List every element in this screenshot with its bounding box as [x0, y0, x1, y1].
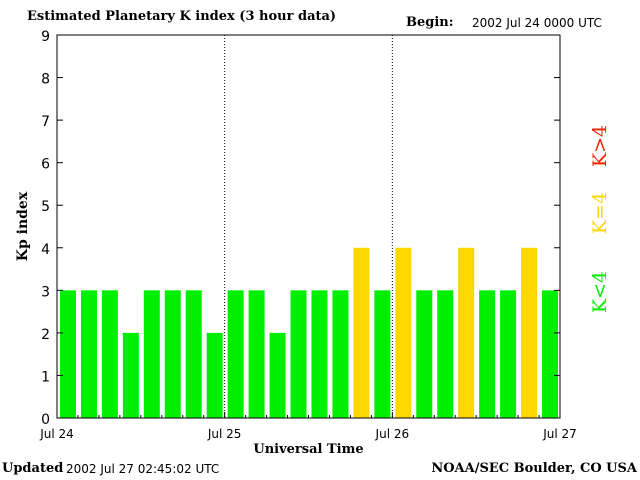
y-tick-label-3: 3 — [41, 284, 50, 300]
updated-label: Updated — [2, 461, 64, 476]
y-axis-label: Kp index — [15, 191, 31, 261]
y-tick-label-8: 8 — [41, 72, 50, 88]
kp-bar-2 — [101, 290, 118, 418]
x-tick-label-0: Jul 24 — [39, 427, 74, 441]
kp-bar-10 — [269, 332, 286, 418]
kp-bar-9 — [248, 290, 265, 418]
kp-bar-5 — [164, 290, 181, 418]
y-tick-label-5: 5 — [41, 199, 50, 215]
kp-bar-0 — [59, 290, 76, 418]
kp-bar-18 — [437, 290, 454, 418]
y-tick-label-7: 7 — [41, 114, 50, 130]
kp-bar-20 — [479, 290, 496, 418]
credit-text: NOAA/SEC Boulder, CO USA — [431, 461, 637, 476]
kp-bar-12 — [311, 290, 328, 418]
kp-bar-8 — [227, 290, 244, 418]
kp-bar-17 — [416, 290, 433, 418]
kp-bar-16 — [395, 247, 412, 418]
begin-value: 2002 Jul 24 0000 UTC — [472, 16, 602, 30]
legend-k-below-4: K<4 — [589, 270, 612, 314]
x-tick-label-2: Jul 26 — [375, 427, 410, 441]
x-tick-label-3: Jul 27 — [542, 427, 577, 441]
kp-bar-6 — [185, 290, 202, 418]
kp-bar-23 — [542, 290, 559, 418]
y-tick-label-1: 1 — [41, 369, 50, 385]
kp-bar-21 — [500, 290, 517, 418]
y-tick-label-6: 6 — [41, 157, 50, 173]
kp-bar-4 — [143, 290, 160, 418]
x-tick-label-1: Jul 25 — [207, 427, 242, 441]
kp-bar-1 — [80, 290, 97, 418]
kp-bar-3 — [122, 332, 139, 418]
y-tick-label-4: 4 — [41, 242, 50, 258]
kp-bar-7 — [206, 332, 223, 418]
updated-value: 2002 Jul 27 02:45:02 UTC — [66, 462, 220, 476]
kp-bar-11 — [290, 290, 307, 418]
kp-bar-14 — [353, 247, 370, 418]
y-tick-label-0: 0 — [41, 412, 50, 428]
begin-label: Begin: — [406, 15, 454, 30]
legend-k-above-4: K>4 — [589, 124, 612, 168]
y-tick-label-9: 9 — [41, 29, 50, 45]
x-axis-label: Universal Time — [253, 442, 363, 457]
kp-bar-15 — [374, 290, 391, 418]
kp-bar-13 — [332, 290, 349, 418]
kp-bar-22 — [521, 247, 538, 418]
chart-title: Estimated Planetary K index (3 hour data… — [27, 9, 337, 24]
kp-bar-19 — [458, 247, 475, 418]
legend-k-equal-4: K=4 — [589, 191, 612, 235]
y-tick-label-2: 2 — [41, 327, 50, 343]
